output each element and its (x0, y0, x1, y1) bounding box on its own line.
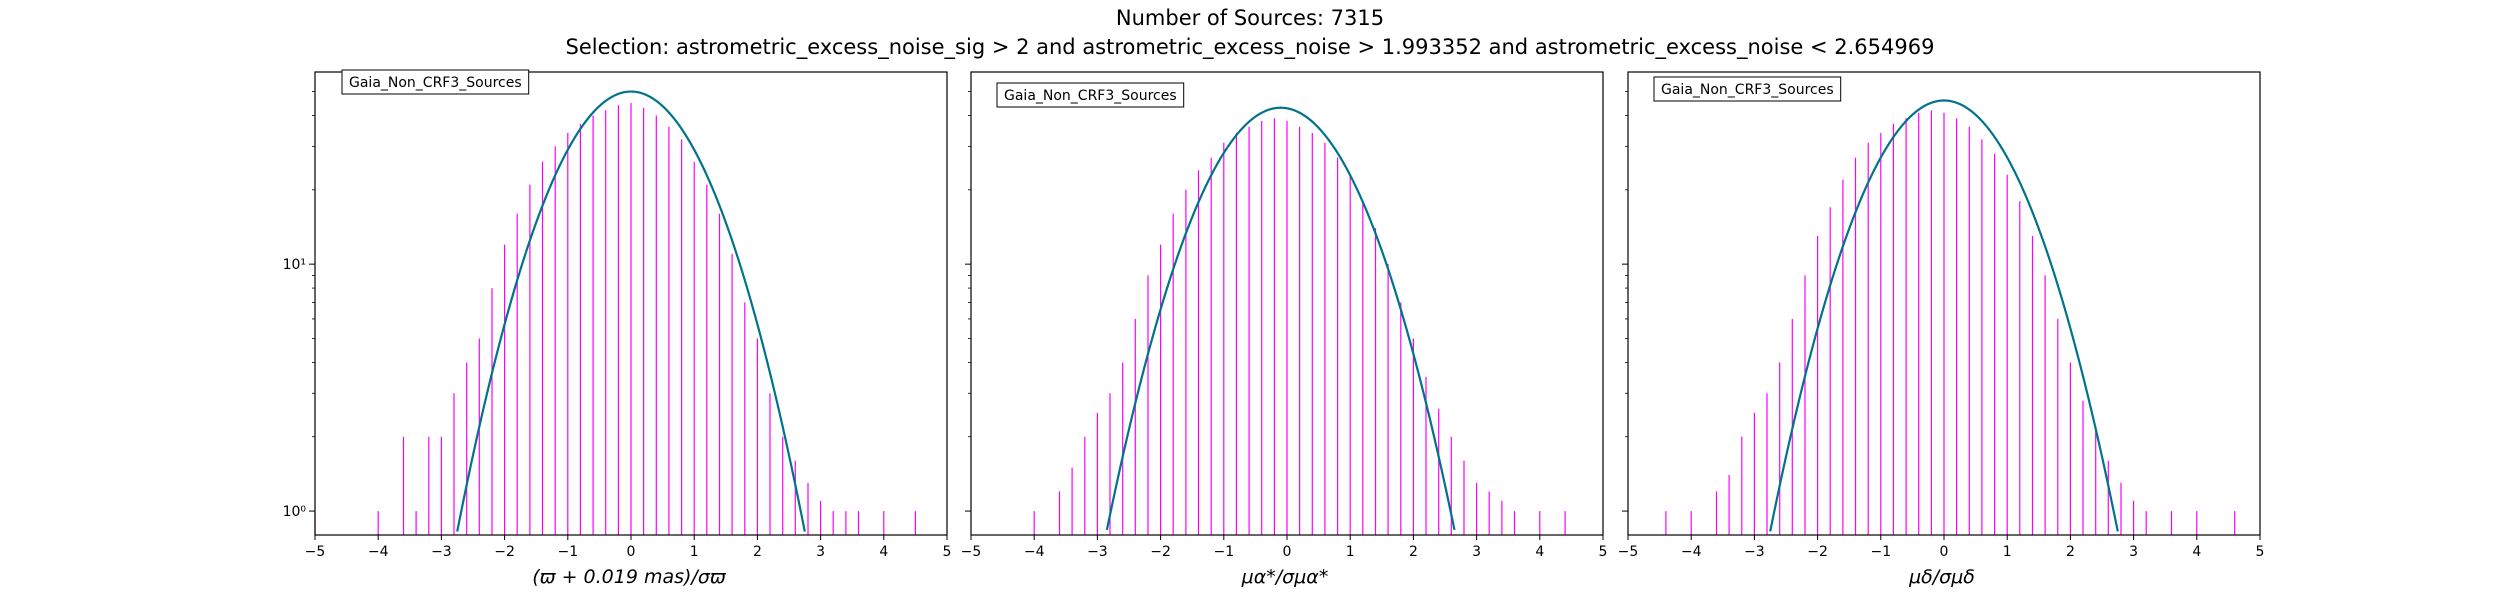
x-tick-label: −1 (1213, 544, 1234, 560)
legend-label-pmra: Gaia_Non_CRF3_Sources (1004, 88, 1177, 104)
legend-box-pmdec (1653, 76, 1842, 102)
x-tick-label: −2 (494, 544, 515, 560)
xlabel-pmra: μα*/σμα* (1241, 566, 1329, 588)
x-tick-label: 2 (753, 544, 762, 560)
x-tick-label: 3 (816, 544, 825, 560)
x-tick-label: −4 (1681, 544, 1702, 560)
legend-label-parallax: Gaia_Non_CRF3_Sources (349, 75, 522, 91)
gaussian-curve-pmdec (1769, 99, 2119, 532)
histogram-pmra (1033, 118, 1566, 535)
x-tick-label: 3 (2129, 544, 2138, 560)
x-tick-label: 5 (2256, 544, 2265, 560)
histogram-parallax (314, 102, 917, 535)
x-tick-label: −5 (305, 544, 326, 560)
x-tick-label: 0 (1940, 544, 1949, 560)
gaussian-curve-parallax (456, 90, 806, 532)
legend-box-pmra (996, 82, 1185, 108)
panel-pmra: μα*/σμα* −5 −4 −3 −2 −1 0 1 2 3 4 5 Gaia_Non_CRF3_S… (961, 71, 1608, 588)
x-tick-label: 1 (1346, 544, 1355, 560)
x-tick-label: 2 (1409, 544, 1418, 560)
x-tick-label: −3 (431, 544, 452, 560)
x-tick-label: 4 (879, 544, 888, 560)
x-tick-label: 4 (1535, 544, 1544, 560)
x-tick-label: −4 (368, 544, 389, 560)
x-tick-label: −2 (1150, 544, 1171, 560)
legend-label-pmdec: Gaia_Non_CRF3_Sources (1661, 82, 1834, 98)
x-tick-label: 0 (627, 544, 636, 560)
x-tick-label: −3 (1087, 544, 1108, 560)
y-tick-label: 10⁰ (283, 504, 307, 520)
x-tick-label: 1 (690, 544, 699, 560)
x-tick-label: 5 (943, 544, 952, 560)
legend-box-parallax (341, 69, 530, 95)
x-tick-label: −3 (1744, 544, 1765, 560)
histogram-pmdec (1665, 110, 2236, 535)
x-tick-label: 0 (1283, 544, 1292, 560)
xlabel-pmdec: μδ/σμδ (1908, 566, 1975, 588)
x-tick-label: 1 (2003, 544, 2012, 560)
x-tick-label: −1 (557, 544, 578, 560)
xlabel-parallax: (ϖ + 0.019 mas)/σϖ (532, 566, 727, 588)
x-tick-label: −4 (1024, 544, 1045, 560)
x-tick-label: 4 (2192, 544, 2201, 560)
x-tick-label: −5 (961, 544, 982, 560)
figure-title-line1: Number of Sources: 7315 (1116, 6, 1384, 30)
x-tick-label: 3 (1472, 544, 1481, 560)
panel-parallax: (ϖ + 0.019 mas)/σϖ −5 −4 −3 −2 −1 0 1 2 3 4 5 10⁰ 10… (283, 69, 952, 588)
x-tick-label: −1 (1870, 544, 1891, 560)
panel-pmdec: μδ/σμδ −5 −4 −3 −2 −1 0 1 2 3 4 5 Gaia_Non_CRF3_Sou… (1618, 71, 2265, 588)
x-tick-label: −2 (1807, 544, 1828, 560)
x-tick-label: 2 (2066, 544, 2075, 560)
x-tick-label: −5 (1618, 544, 1639, 560)
gaussian-curve-pmra (1105, 106, 1456, 531)
figure-title-line2: Selection: astrometric_excess_noise_sig … (566, 35, 1935, 60)
y-tick-label: 10¹ (283, 257, 306, 273)
x-tick-label: 5 (1599, 544, 1608, 560)
